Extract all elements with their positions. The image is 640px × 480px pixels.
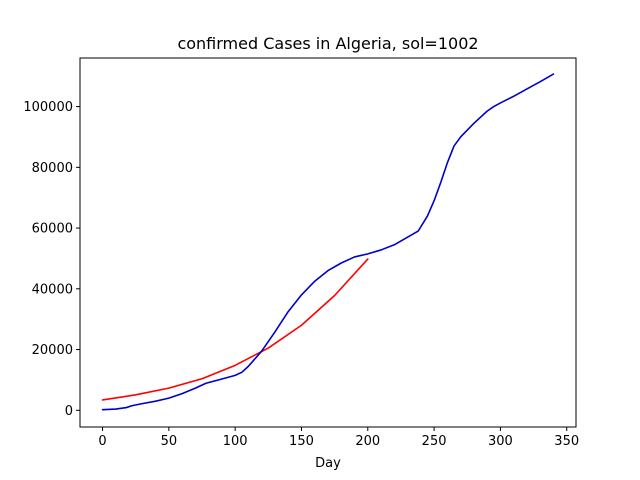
- x-tick-label: 250: [422, 434, 447, 449]
- x-tick-label: 350: [554, 434, 579, 449]
- x-tick-label: 300: [488, 434, 513, 449]
- chart-title: confirmed Cases in Algeria, sol=1002: [177, 34, 478, 53]
- y-tick-label: 20000: [32, 343, 73, 358]
- y-tick-label: 100000: [23, 100, 73, 115]
- x-tick-label: 0: [98, 434, 106, 449]
- series-line-1: [101, 258, 369, 401]
- y-tick-label: 60000: [32, 222, 73, 237]
- x-axis: 0 50 100 150 200 250 300 350: [98, 427, 579, 449]
- series-line-2: [101, 73, 555, 411]
- x-tick-label: 100: [223, 434, 248, 449]
- x-tick-label: 200: [355, 434, 380, 449]
- x-tick-label: 50: [161, 434, 178, 449]
- x-axis-label: Day: [315, 456, 341, 471]
- axes-frame: [79, 57, 577, 428]
- y-tick-label: 40000: [32, 282, 73, 297]
- x-tick-label: 150: [289, 434, 314, 449]
- plot-area: [101, 73, 555, 411]
- y-axis: 0 20000 40000 60000 80000 100000: [23, 100, 80, 419]
- y-tick-label: 80000: [32, 161, 73, 176]
- y-tick-label: 0: [65, 404, 73, 419]
